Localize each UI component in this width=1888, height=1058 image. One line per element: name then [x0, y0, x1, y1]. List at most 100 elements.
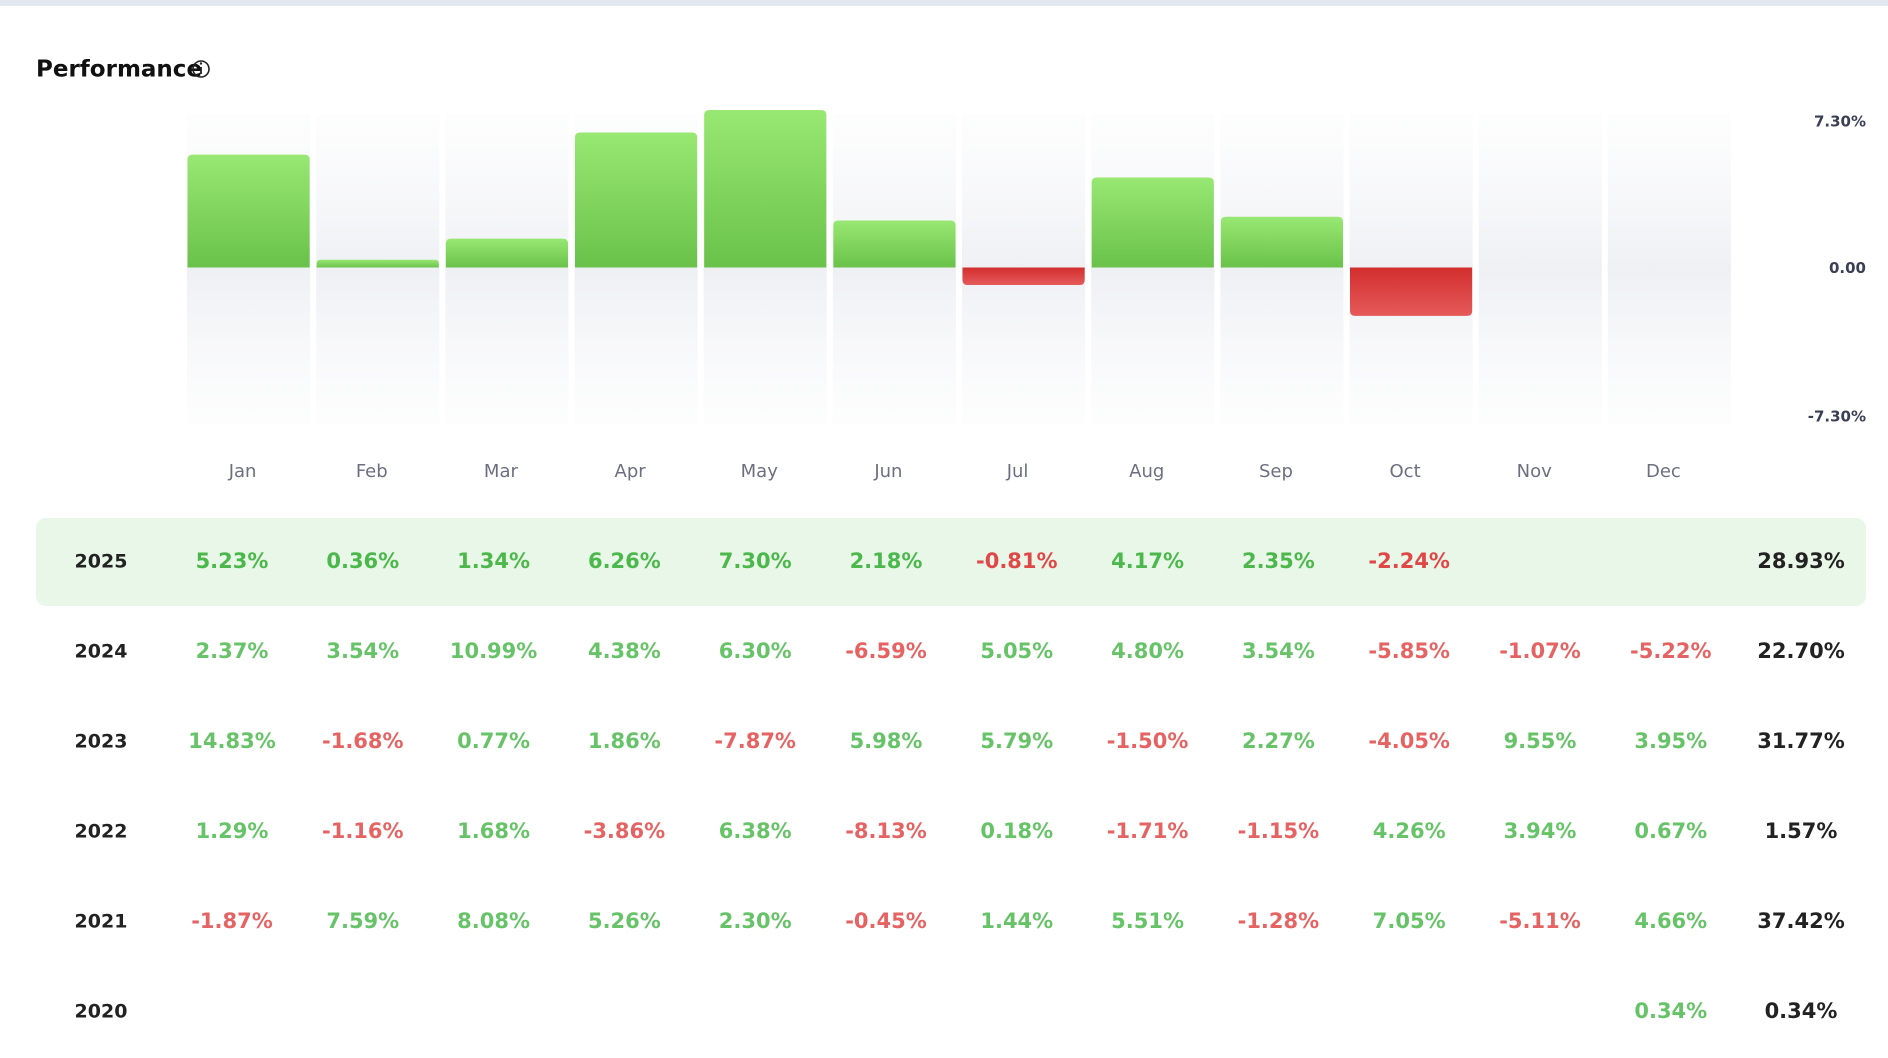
- highlight-row: [36, 518, 1866, 606]
- bar: [1350, 267, 1473, 316]
- month-return: -0.81%: [976, 549, 1058, 573]
- month-return: 14.83%: [188, 729, 275, 753]
- year: 2023: [75, 731, 128, 753]
- x-tick-label: Dec: [1646, 461, 1681, 482]
- month-return: 2.30%: [719, 909, 792, 933]
- month-return: 4.80%: [1111, 639, 1184, 663]
- year-total: 31.77%: [1757, 729, 1844, 753]
- bar: [833, 220, 956, 268]
- month-return: -1.71%: [1107, 819, 1189, 843]
- month-return: -6.59%: [845, 639, 927, 663]
- x-tick-label: Jun: [873, 461, 902, 482]
- month-return: 7.30%: [719, 549, 792, 573]
- month-return: 10.99%: [450, 639, 537, 663]
- column-background: [832, 114, 956, 425]
- year-total: 28.93%: [1757, 549, 1844, 573]
- month-return: 0.18%: [980, 819, 1053, 843]
- bar: [1220, 216, 1343, 268]
- month-return: 4.38%: [588, 639, 661, 663]
- month-return: 5.23%: [196, 549, 269, 573]
- year-total: 37.42%: [1757, 909, 1844, 933]
- month-return: 6.30%: [719, 639, 792, 663]
- month-return: 0.34%: [1634, 999, 1707, 1023]
- month-return: 5.51%: [1111, 909, 1184, 933]
- x-tick-label: May: [741, 461, 779, 482]
- bar: [445, 238, 568, 268]
- month-return: -8.13%: [845, 819, 927, 843]
- bar: [1091, 177, 1214, 268]
- month-return: 5.05%: [980, 639, 1053, 663]
- x-tick-label: Aug: [1129, 461, 1164, 482]
- month-return: -4.05%: [1368, 729, 1450, 753]
- month-return: 0.67%: [1634, 819, 1707, 843]
- x-tick-label: Jul: [1006, 461, 1029, 482]
- column-background: [1220, 114, 1344, 425]
- month-return: 4.66%: [1634, 909, 1707, 933]
- x-tick-label: Feb: [356, 461, 388, 482]
- month-return: 2.35%: [1242, 549, 1315, 573]
- top-border: [0, 0, 1888, 6]
- month-return: 3.94%: [1504, 819, 1577, 843]
- column-background: [1607, 114, 1731, 425]
- month-return: 5.26%: [588, 909, 661, 933]
- info-icon[interactable]: [192, 60, 210, 78]
- year: 2021: [75, 911, 128, 933]
- month-return: -7.87%: [714, 729, 796, 753]
- month-return: 1.34%: [457, 549, 530, 573]
- month-return: 9.55%: [1504, 729, 1577, 753]
- bar: [575, 132, 698, 268]
- bar: [962, 267, 1085, 285]
- month-return: -1.28%: [1238, 909, 1320, 933]
- month-return: -5.11%: [1499, 909, 1581, 933]
- month-return: -1.16%: [322, 819, 404, 843]
- column-background: [1478, 114, 1602, 425]
- month-return: 1.29%: [196, 819, 269, 843]
- bar: [187, 154, 310, 268]
- month-return: -1.15%: [1238, 819, 1320, 843]
- month-return: 1.44%: [980, 909, 1053, 933]
- month-return: 2.18%: [850, 549, 923, 573]
- y-tick-label: -7.30%: [1808, 408, 1866, 426]
- month-return: 0.77%: [457, 729, 530, 753]
- year: 2024: [75, 641, 128, 663]
- month-return: -1.50%: [1107, 729, 1189, 753]
- month-return: 7.05%: [1373, 909, 1446, 933]
- month-return: -3.86%: [584, 819, 666, 843]
- month-return: 3.54%: [1242, 639, 1315, 663]
- x-tick-label: Oct: [1390, 461, 1421, 482]
- bar: [316, 259, 439, 268]
- month-return: -5.85%: [1368, 639, 1450, 663]
- year-total: 1.57%: [1765, 819, 1838, 843]
- y-tick-label: 7.30%: [1814, 113, 1866, 131]
- year-total: 22.70%: [1757, 639, 1844, 663]
- month-return: 8.08%: [457, 909, 530, 933]
- month-return: -1.68%: [322, 729, 404, 753]
- month-return: 3.95%: [1634, 729, 1707, 753]
- month-return: 4.17%: [1111, 549, 1184, 573]
- month-return: 5.79%: [980, 729, 1053, 753]
- month-return: 4.26%: [1373, 819, 1446, 843]
- month-return: 7.59%: [326, 909, 399, 933]
- month-return: 1.68%: [457, 819, 530, 843]
- column-background: [445, 114, 569, 425]
- month-return: -1.87%: [191, 909, 273, 933]
- y-tick-label: 0.00: [1829, 259, 1866, 277]
- month-return: 2.27%: [1242, 729, 1315, 753]
- year: 2020: [75, 1001, 128, 1023]
- bar: [704, 110, 827, 268]
- month-return: 5.98%: [850, 729, 923, 753]
- year: 2025: [75, 551, 128, 573]
- month-return: -5.22%: [1630, 639, 1712, 663]
- column-background: [316, 114, 440, 425]
- year-total: 0.34%: [1765, 999, 1838, 1023]
- x-tick-label: Nov: [1517, 461, 1552, 482]
- title: Performance: [36, 57, 202, 83]
- column-background: [1091, 114, 1215, 425]
- month-return: 1.86%: [588, 729, 661, 753]
- month-return: -2.24%: [1368, 549, 1450, 573]
- x-tick-label: Mar: [484, 461, 519, 482]
- x-tick-label: Jan: [228, 461, 257, 482]
- x-tick-label: Sep: [1259, 461, 1293, 482]
- x-tick-label: Apr: [615, 461, 647, 482]
